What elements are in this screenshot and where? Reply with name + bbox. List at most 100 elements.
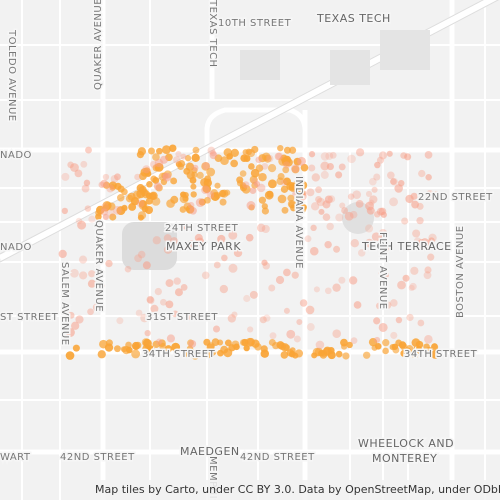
street-label: 42ND STREET (60, 452, 135, 463)
heat-dot (202, 162, 211, 170)
heat-dot (210, 189, 219, 197)
heat-dot (332, 329, 342, 339)
heat-dot (231, 311, 238, 318)
heat-dot (261, 207, 270, 215)
area-label: MAXEY PARK (166, 240, 241, 253)
heat-dot (326, 222, 334, 231)
heat-dot (424, 335, 433, 344)
heat-dot (428, 237, 435, 244)
heat-dot (378, 151, 388, 160)
heat-dot (408, 284, 415, 291)
heat-dot (300, 190, 307, 197)
heat-dot (300, 163, 309, 172)
heat-dot (338, 163, 346, 171)
heat-dot (253, 180, 261, 188)
heat-dot (423, 271, 432, 280)
heat-dot (104, 201, 112, 210)
heat-dot (192, 146, 200, 154)
heat-dot (153, 182, 162, 191)
heat-dot (335, 350, 343, 358)
heat-dot (335, 171, 343, 179)
street-label: INDIANA AVENUE (293, 176, 304, 269)
heat-dot (190, 183, 197, 190)
heat-dot (338, 276, 346, 284)
heat-dot (136, 199, 145, 208)
heat-dot (400, 152, 407, 159)
heat-dot (299, 299, 308, 307)
heat-dot (318, 208, 325, 215)
street-label: 34TH STREET (404, 349, 478, 360)
heat-dot (404, 153, 412, 161)
heat-dot (251, 145, 259, 154)
heat-dot (263, 154, 272, 163)
heat-dot (266, 154, 274, 163)
heat-dot (355, 148, 365, 157)
heat-dot (87, 279, 97, 288)
street-label: 42ND STREET (240, 452, 315, 463)
heat-dot (67, 311, 75, 319)
heat-dot (61, 172, 70, 181)
heat-dot (121, 204, 128, 211)
street-label: NADO (0, 150, 32, 161)
heat-dot (78, 255, 88, 264)
heat-dot (417, 239, 426, 247)
heat-dot (283, 268, 291, 277)
heat-dot (427, 253, 435, 261)
heat-dot (113, 205, 122, 215)
heat-dot (357, 249, 366, 257)
street-label: QUAKER AVENUE (93, 0, 104, 90)
heat-dot (324, 287, 332, 295)
heat-dot (418, 169, 426, 178)
heat-dot (378, 269, 386, 277)
heat-dot (88, 215, 96, 223)
heat-dot (214, 182, 221, 189)
heat-dot (201, 162, 210, 171)
heat-dot (174, 288, 183, 297)
heat-dot (283, 307, 290, 314)
heat-dot (281, 206, 289, 214)
heat-dot (221, 254, 228, 262)
heat-dot (340, 338, 348, 347)
heat-dot (203, 178, 212, 188)
heat-dot (277, 172, 285, 181)
heat-dot (65, 328, 75, 337)
heat-dot (313, 286, 320, 293)
heat-dot (145, 170, 152, 177)
heat-dot (316, 197, 325, 207)
heat-dot (352, 190, 362, 199)
heat-dot (348, 276, 358, 285)
street-label: 22ND STREET (418, 192, 493, 203)
heat-dot (390, 299, 398, 307)
heat-dot (77, 220, 87, 230)
heat-dot (239, 339, 247, 346)
heat-dot (245, 233, 254, 242)
park (122, 222, 177, 270)
area-label: TECH TERRACE (361, 240, 452, 253)
heat-dot (339, 202, 346, 209)
heat-dot (378, 322, 388, 332)
heat-dot (250, 168, 260, 178)
heat-dot (373, 211, 381, 218)
heat-dot (212, 325, 221, 333)
heat-dot (249, 187, 257, 194)
heat-dot (105, 259, 113, 268)
heat-dot (70, 268, 79, 278)
heat-dot (97, 350, 106, 359)
heat-dot (327, 195, 336, 203)
heat-dot (274, 152, 283, 161)
heat-dot (286, 329, 296, 339)
heat-dot (315, 195, 322, 203)
heat-dot (205, 349, 215, 359)
heat-dot (379, 234, 388, 243)
heat-dot (61, 207, 69, 215)
heat-dot (374, 336, 381, 343)
heat-dot (410, 266, 419, 275)
heat-dot (175, 151, 182, 158)
heat-dot (269, 332, 277, 340)
street-label: WART (0, 452, 31, 463)
heat-dot (171, 310, 179, 318)
heat-dot (329, 151, 337, 159)
heat-dot (155, 338, 163, 346)
heat-dot (262, 262, 270, 270)
heat-dot (207, 342, 215, 351)
